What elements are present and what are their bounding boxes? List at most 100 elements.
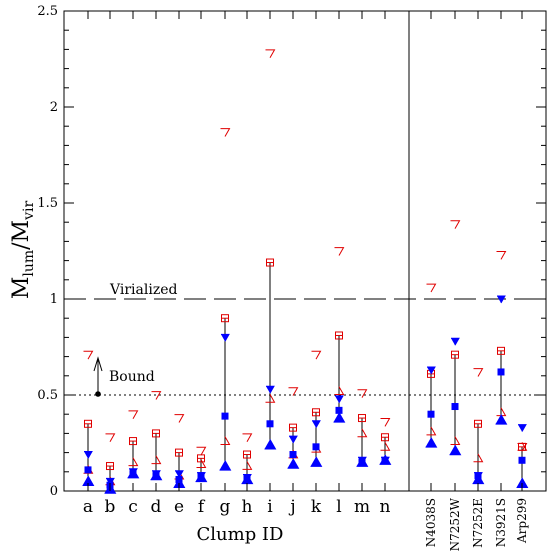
open-up-triangle-marker bbox=[151, 455, 162, 465]
filled-up-triangle-marker bbox=[287, 458, 300, 469]
filled-up-triangle-marker bbox=[333, 412, 346, 423]
y-tick-label: 2.5 bbox=[37, 4, 58, 19]
filled-square-marker bbox=[497, 368, 505, 376]
filled-square-marker bbox=[221, 412, 229, 420]
open-up-triangle-marker bbox=[334, 386, 345, 396]
open-square-marker bbox=[129, 437, 137, 446]
open-up-triangle-marker bbox=[473, 453, 484, 463]
open-up-triangle-marker bbox=[357, 428, 368, 438]
open-square-marker bbox=[106, 462, 114, 471]
open-up-triangle-marker bbox=[517, 442, 528, 451]
open-up-triangle-marker bbox=[220, 436, 231, 445]
filled-up-triangle-marker bbox=[219, 460, 232, 471]
open-down-triangle-marker bbox=[288, 387, 299, 396]
range-lines bbox=[87, 262, 523, 490]
open-square-marker bbox=[381, 433, 389, 442]
x-category-label: g bbox=[220, 497, 231, 517]
filled-down-triangle-marker bbox=[175, 470, 184, 478]
open-square-marker bbox=[358, 414, 366, 423]
open-square-marker bbox=[175, 448, 183, 457]
filled-up-triangle-marker bbox=[516, 477, 529, 488]
open-down-triangle-marker bbox=[83, 350, 94, 360]
open-down-triangle-marker bbox=[265, 49, 276, 58]
filled-square-marker bbox=[335, 406, 343, 414]
x-category-label: m bbox=[354, 497, 370, 517]
filled-up-triangle-marker bbox=[264, 439, 277, 450]
filled-down-triangle-marker bbox=[84, 451, 93, 459]
virialized-label: Virialized bbox=[109, 282, 177, 298]
open-down-triangle-marker bbox=[334, 247, 345, 256]
filled-up-triangle-marker bbox=[195, 471, 208, 483]
open-square-marker bbox=[335, 331, 343, 340]
open-square-marker bbox=[289, 423, 297, 432]
y-tick-label: 0.5 bbox=[37, 388, 58, 403]
open-down-triangle-marker bbox=[473, 368, 484, 377]
open-down-triangle-marker bbox=[196, 446, 207, 456]
open-up-triangle-marker bbox=[196, 459, 207, 468]
filled-up-triangle-marker bbox=[82, 475, 95, 487]
filled-down-triangle-marker bbox=[312, 420, 321, 429]
x-category-label: b bbox=[105, 497, 116, 517]
x-category-label: d bbox=[151, 497, 162, 517]
x-category-label: h bbox=[242, 497, 253, 517]
filled-up-triangle-marker bbox=[127, 467, 140, 479]
y-tick-label: 1 bbox=[50, 292, 58, 307]
filled-down-triangle-marker bbox=[451, 337, 460, 346]
x-category-label: N3921S bbox=[494, 498, 508, 547]
open-down-triangle-marker bbox=[450, 220, 461, 229]
open-down-triangle-marker bbox=[128, 410, 139, 419]
filled-square-marker bbox=[312, 443, 320, 451]
open-up-triangle-marker bbox=[128, 457, 139, 467]
filled-up-triangle-marker bbox=[425, 437, 438, 448]
filled-down-triangle-marker bbox=[518, 424, 527, 432]
filled-down-triangle-marker bbox=[427, 366, 436, 375]
y-tick-label: 2 bbox=[50, 100, 58, 115]
open-square-marker bbox=[474, 419, 482, 428]
x-category-label: c bbox=[128, 497, 138, 517]
open-up-triangle-marker bbox=[265, 394, 276, 403]
y-tick-label: 0 bbox=[50, 484, 58, 499]
open-down-triangle-marker bbox=[496, 250, 507, 260]
axis-ticks bbox=[64, 10, 546, 492]
x-category-label: f bbox=[198, 497, 206, 517]
open-square-marker bbox=[84, 419, 92, 428]
filled-up-triangle-marker bbox=[241, 473, 254, 485]
open-down-triangle-marker bbox=[242, 433, 253, 442]
y-tick-labels: 0 0.5 1 1.5 2 2.5 bbox=[37, 4, 58, 499]
filled-up-triangle-marker bbox=[356, 456, 369, 467]
filled-down-triangle-marker bbox=[289, 435, 298, 444]
plot-frame bbox=[63, 10, 547, 492]
x-category-label: e bbox=[174, 497, 184, 517]
filled-square-marker bbox=[451, 403, 459, 411]
x-category-label: a bbox=[83, 497, 93, 517]
filled-down-triangle-marker bbox=[266, 385, 275, 394]
open-down-triangle-marker bbox=[380, 418, 391, 427]
x-category-label: k bbox=[311, 497, 322, 517]
open-square-marker bbox=[243, 450, 251, 459]
open-square-marker bbox=[266, 258, 274, 267]
filled-up-triangle-marker bbox=[495, 414, 508, 425]
x-category-label: N4038S bbox=[424, 498, 438, 547]
y-tick-label: 1.5 bbox=[37, 196, 58, 211]
open-square-marker bbox=[221, 314, 229, 323]
filled-up-triangle-marker bbox=[310, 456, 323, 467]
open-down-triangle-marker bbox=[151, 391, 162, 400]
open-up-triangle-marker bbox=[496, 407, 507, 417]
x-category-label: j bbox=[288, 497, 295, 517]
open-down-triangle-marker bbox=[426, 283, 437, 293]
filled-square-marker bbox=[289, 451, 297, 459]
x-category-labels: a b c d e f g h i j k l m n N4038S N7252W N7252E N3921S Ar… bbox=[83, 497, 529, 551]
open-square-marker bbox=[497, 346, 505, 355]
data-markers bbox=[82, 49, 529, 494]
x-category-label: Arp299 bbox=[515, 498, 529, 544]
open-square-marker bbox=[312, 408, 320, 417]
bound-arrow bbox=[93, 356, 103, 397]
filled-up-triangle-marker bbox=[379, 454, 392, 465]
x-category-label: l bbox=[336, 497, 341, 517]
x-category-label: N7252W bbox=[448, 497, 462, 551]
filled-up-triangle-marker bbox=[449, 444, 462, 456]
filled-down-triangle-marker bbox=[335, 395, 344, 404]
x-axis-label: Clump ID bbox=[197, 524, 284, 545]
open-up-triangle-marker bbox=[426, 426, 437, 436]
